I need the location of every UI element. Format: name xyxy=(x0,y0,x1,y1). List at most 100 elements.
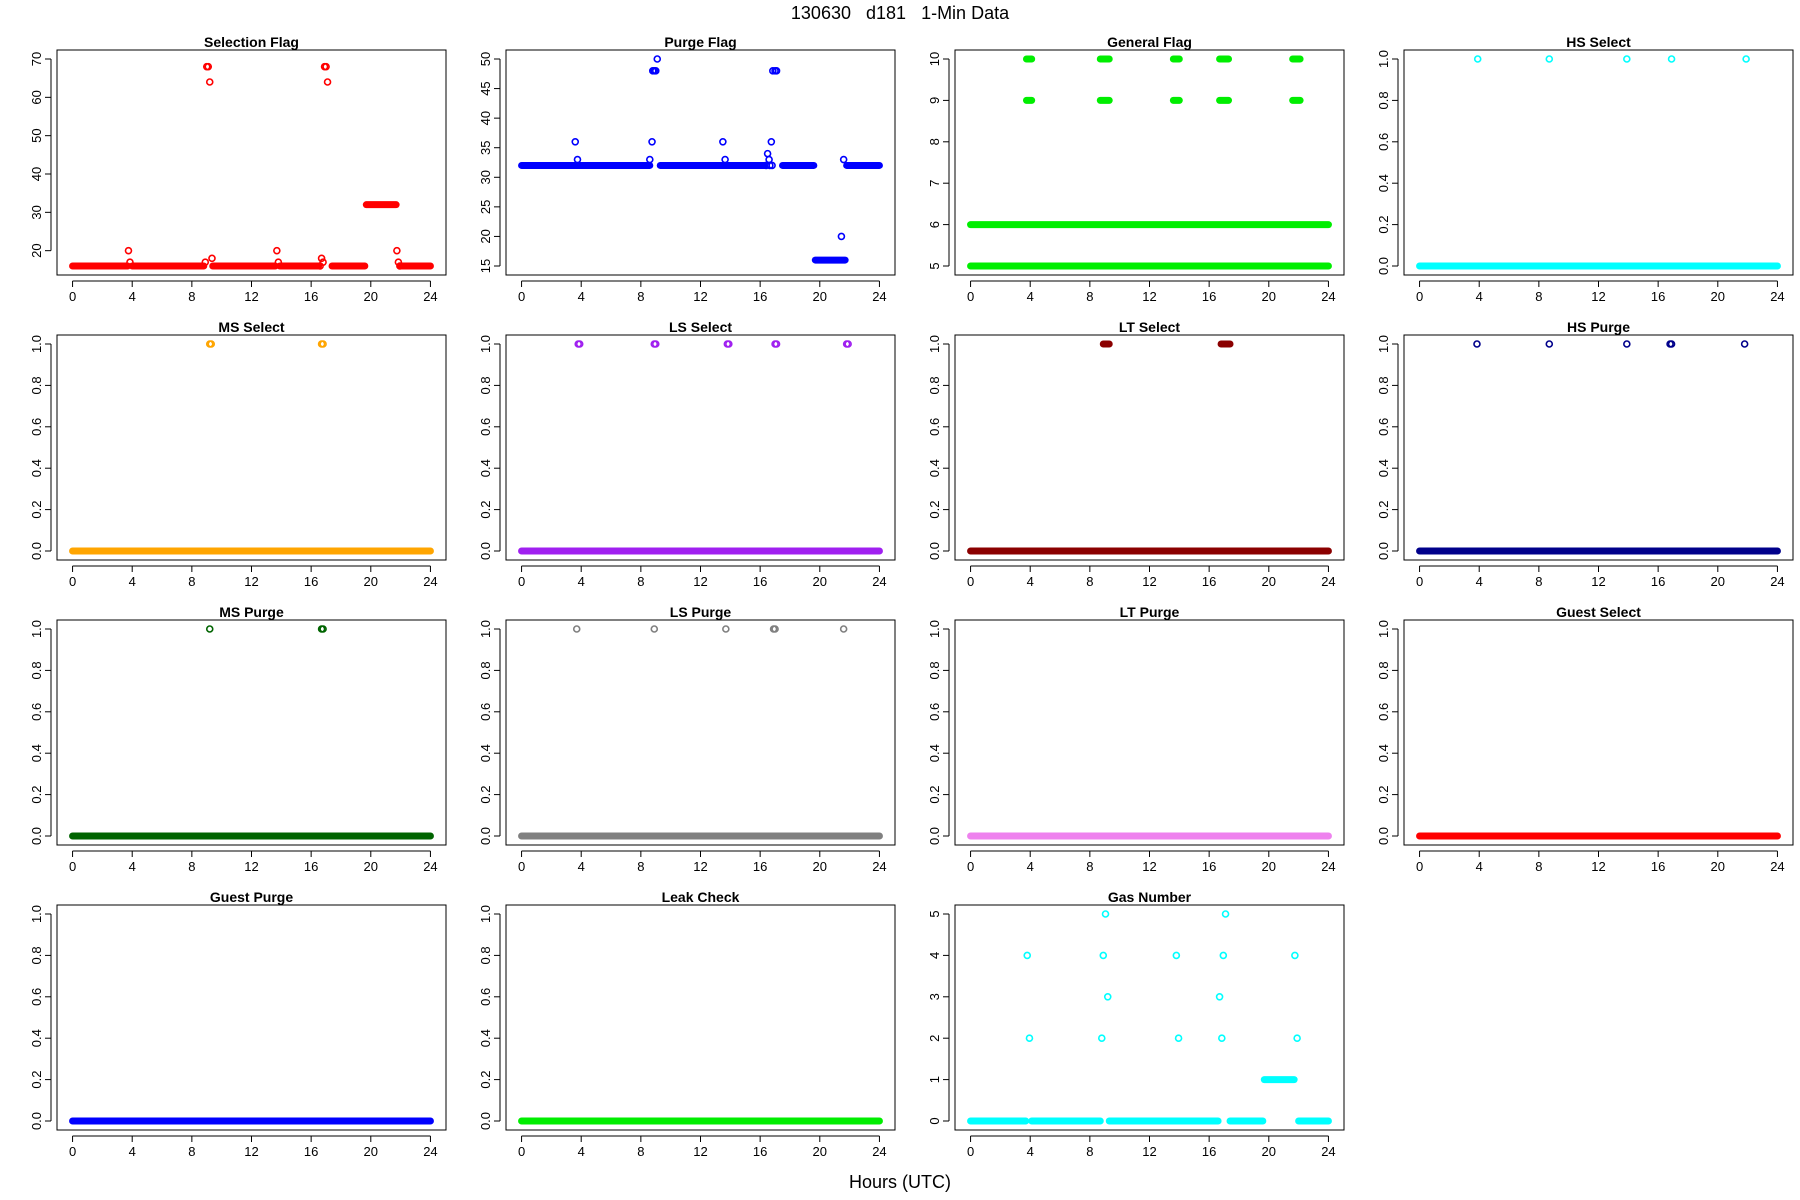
data-point xyxy=(767,138,776,146)
x-tick-label: 8 xyxy=(637,859,644,874)
x-tick-label: 16 xyxy=(1202,1144,1216,1159)
y-tick-label: 5 xyxy=(927,262,942,269)
data-point xyxy=(1291,951,1299,960)
plot-frame xyxy=(505,904,896,1131)
x-tick-label: 4 xyxy=(1027,289,1034,304)
panel-title: Selection Flag xyxy=(204,34,299,50)
x-tick-label: 4 xyxy=(578,859,585,874)
data-point xyxy=(765,155,773,164)
x-tick-label: 4 xyxy=(578,574,585,589)
x-tick-label: 4 xyxy=(1027,1144,1034,1159)
data-point xyxy=(205,78,214,86)
x-tick-label: 24 xyxy=(872,859,886,874)
x-tick-label: 4 xyxy=(1476,859,1483,874)
data-point xyxy=(1293,1034,1301,1042)
y-tick-label: 0.2 xyxy=(29,786,44,804)
y-tick-label: 0.4 xyxy=(1376,744,1391,762)
data-point xyxy=(323,78,332,86)
y-tick-label: 0.4 xyxy=(29,459,44,477)
x-tick-label: 20 xyxy=(1262,574,1276,589)
y-tick-label: 0.0 xyxy=(478,1112,493,1130)
plot-frame xyxy=(1403,619,1794,846)
y-tick-label: 0.8 xyxy=(927,376,942,394)
panel-guest-select: Guest Select 0 4 8 12 16 20 24 0.0 0.2 0.4 0.6 0.8 1.… xyxy=(1376,604,1794,874)
x-tick-label: 24 xyxy=(423,1144,437,1159)
data-point xyxy=(205,625,214,633)
data-point xyxy=(1667,55,1676,63)
data-point xyxy=(1667,340,1676,348)
x-tick-label: 16 xyxy=(1202,289,1216,304)
x-tick-label: 0 xyxy=(69,289,76,304)
y-tick-label: 40 xyxy=(29,167,44,181)
x-tick-label: 0 xyxy=(967,859,974,874)
data-point xyxy=(844,340,852,348)
x-axis-label: Hours (UTC) xyxy=(849,1172,951,1192)
panel-title: LT Purge xyxy=(1120,604,1180,620)
y-tick-label: 1.0 xyxy=(478,905,493,923)
y-tick-label: 30 xyxy=(478,170,493,184)
data-point xyxy=(393,246,401,255)
y-tick-label: 40 xyxy=(478,111,493,125)
y-tick-label: 60 xyxy=(29,90,44,104)
data-point xyxy=(772,67,781,75)
x-tick-label: 8 xyxy=(188,574,195,589)
y-tick-label: 3 xyxy=(927,993,942,1000)
panel-ls-select: LS Select 0 4 8 12 16 20 24 0.0 0.2 0.4 0.6 0.8 1.0 xyxy=(478,319,896,589)
panel-title: Gas Number xyxy=(1108,889,1192,905)
x-tick-label: 0 xyxy=(518,289,525,304)
y-tick-label: 0.4 xyxy=(29,744,44,762)
y-tick-label: 0.6 xyxy=(1376,703,1391,721)
plot-frame xyxy=(1403,334,1794,561)
panel-ls-purge: LS Purge 0 4 8 12 16 20 24 0.0 0.2 0.4 0.6 0.8 1.0 xyxy=(478,604,896,874)
x-tick-label: 20 xyxy=(1262,859,1276,874)
panel-purge-flag: Purge Flag 0 4 8 12 16 20 24 15 20 25 30 35 40 45 50 xyxy=(478,34,896,304)
x-tick-label: 24 xyxy=(423,574,437,589)
panel-title: MS Select xyxy=(218,319,284,335)
y-tick-label: 0.8 xyxy=(1376,91,1391,109)
x-tick-label: 24 xyxy=(1770,289,1784,304)
x-tick-label: 8 xyxy=(1535,574,1542,589)
y-tick-label: 0.0 xyxy=(478,542,493,560)
x-tick-label: 24 xyxy=(1770,574,1784,589)
x-tick-label: 12 xyxy=(1591,859,1605,874)
data-point xyxy=(837,232,846,241)
x-tick-label: 8 xyxy=(1086,1144,1093,1159)
data-point xyxy=(319,258,327,266)
y-tick-label: 9 xyxy=(927,97,942,104)
x-tick-label: 20 xyxy=(813,574,827,589)
x-tick-label: 4 xyxy=(129,574,136,589)
x-tick-label: 16 xyxy=(1202,859,1216,874)
x-tick-label: 12 xyxy=(1142,574,1156,589)
x-tick-label: 8 xyxy=(188,859,195,874)
x-tick-label: 24 xyxy=(1321,574,1335,589)
x-tick-label: 16 xyxy=(1202,574,1216,589)
x-tick-label: 0 xyxy=(1416,574,1423,589)
data-point xyxy=(648,138,656,146)
data-point xyxy=(1097,1034,1106,1042)
figure-title: 130630 d181 1-Min Data xyxy=(0,3,1800,24)
data-point xyxy=(768,161,776,170)
plot-frame xyxy=(505,49,896,276)
plot-frame xyxy=(954,49,1345,276)
data-point xyxy=(319,340,327,348)
data-point xyxy=(317,254,326,263)
x-tick-label: 24 xyxy=(423,859,437,874)
x-tick-label: 0 xyxy=(967,289,974,304)
x-tick-label: 0 xyxy=(69,1144,76,1159)
y-tick-label: 1.0 xyxy=(927,620,942,638)
panel-title: Guest Purge xyxy=(210,889,293,905)
y-tick-label: 0.0 xyxy=(29,827,44,845)
y-tick-label: 0.4 xyxy=(927,459,942,477)
x-tick-label: 12 xyxy=(1591,289,1605,304)
x-tick-label: 0 xyxy=(1416,859,1423,874)
x-tick-label: 20 xyxy=(1711,859,1725,874)
data-point xyxy=(1623,340,1631,348)
data-point xyxy=(722,625,730,633)
panel-ms-select: MS Select 0 4 8 12 16 20 24 0.0 0.2 0.4 0.6 0.8 1.0 xyxy=(29,319,447,589)
panel-title: Guest Select xyxy=(1556,604,1641,620)
x-tick-label: 16 xyxy=(304,859,318,874)
x-tick-label: 12 xyxy=(244,574,258,589)
